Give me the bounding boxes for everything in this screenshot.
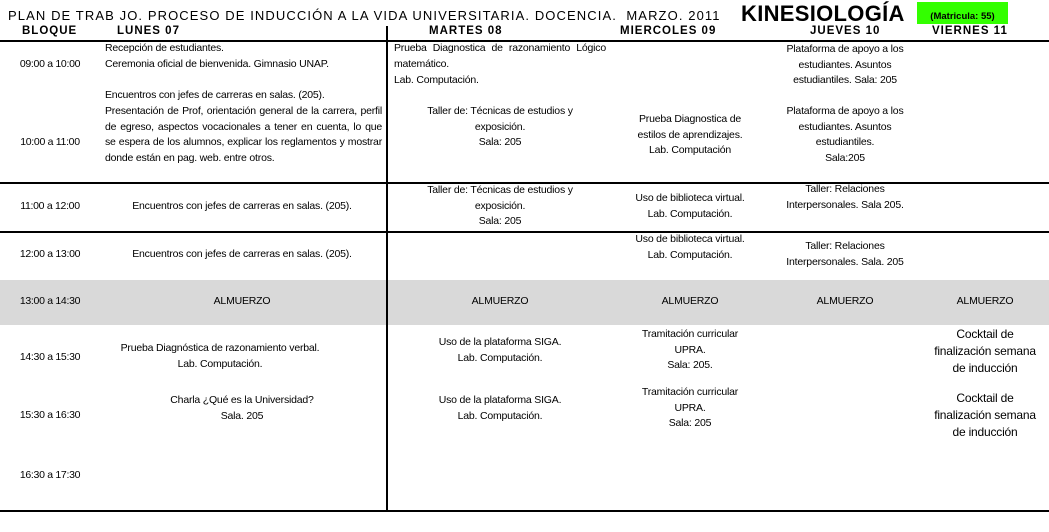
header-jueves: JUEVES 10 — [810, 25, 881, 37]
time-slot: 15:30 a 16:30 — [19, 409, 81, 421]
jueves-activity: Taller: Relaciones Interpersonales. Sala… — [786, 240, 904, 268]
enrollment-badge: (Matricula: 55) — [917, 2, 1008, 24]
time-slot: 13:00 a 14:30 — [19, 295, 81, 307]
miercoles-activity: Prueba Diagnostica de estilos de aprendi… — [637, 113, 743, 157]
column-divider — [386, 26, 388, 512]
martes-activity: Uso de la plataforma SIGA. Lab. Computac… — [438, 336, 562, 364]
jueves-activity: Taller: Relaciones Interpersonales. Sala… — [786, 183, 904, 211]
lunes-lunch: ALMUERZO — [213, 295, 271, 307]
time-slot: 11:00 a 12:00 — [20, 200, 80, 212]
divider — [0, 40, 1049, 42]
martes-lunch: ALMUERZO — [471, 295, 529, 307]
document-title: PLAN DE TRAB JO. PROCESO DE INDUCCIÓN A … — [8, 8, 721, 23]
career-name: KINESIOLOGÍA — [741, 1, 905, 26]
time-slot: 10:00 a 11:00 — [20, 136, 80, 148]
lunes-activity: Charla ¿Qué es la Universidad? Sala. 205 — [170, 394, 314, 422]
miercoles-activity: Tramitación curricular UPRA. Sala: 205. — [641, 328, 739, 372]
lunes-activity: Encuentros con jefes de carreras en sala… — [105, 89, 325, 101]
jueves-activity: Plataforma de apoyo a los estudiantes. A… — [786, 105, 904, 165]
viernes-activity: Cocktail de finalización semana de induc… — [934, 327, 1036, 375]
time-slot: 16:30 a 17:30 — [19, 469, 81, 481]
header-viernes: VIERNES 11 — [932, 25, 1008, 37]
martes-activity: Lab. Computación. — [394, 74, 479, 86]
miercoles-activity: Uso de biblioteca virtual. Lab. Computac… — [635, 192, 745, 220]
lunes-activity: Presentación de Prof, orientación genera… — [105, 105, 382, 165]
martes-activity: Prueba Diagnostica de razonamiento Lógic… — [394, 42, 606, 70]
time-slot: 09:00 a 10:00 — [19, 58, 81, 70]
martes-activity: Taller de: Técnicas de estudios y exposi… — [427, 105, 573, 149]
miercoles-activity: Uso de biblioteca virtual. Lab. Computac… — [635, 233, 745, 261]
header-miercoles: MIERCOLES 09 — [620, 25, 717, 37]
divider — [0, 510, 1049, 512]
time-slot: 12:00 a 13:00 — [19, 248, 81, 260]
lunes-activity: Recepción de estudiantes. Ceremonia ofic… — [105, 42, 329, 70]
jueves-activity: Plataforma de apoyo a los estudiantes. A… — [786, 43, 904, 87]
divider — [0, 182, 1049, 184]
lunes-activity: Prueba Diagnóstica de razonamiento verba… — [120, 342, 320, 370]
header-bloque: BLOQUE — [22, 25, 78, 37]
time-slot: 14:30 a 15:30 — [19, 351, 81, 363]
viernes-activity: Cocktail de finalización semana de induc… — [934, 391, 1036, 439]
lunes-activity: Encuentros con jefes de carreras en sala… — [132, 200, 352, 212]
lunch-band — [0, 280, 1049, 325]
jueves-lunch: ALMUERZO — [816, 295, 874, 307]
martes-activity: Taller de: Técnicas de estudios y exposi… — [427, 184, 573, 228]
divider — [0, 231, 1049, 233]
header-martes: MARTES 08 — [429, 25, 503, 37]
viernes-lunch: ALMUERZO — [956, 295, 1014, 307]
miercoles-lunch: ALMUERZO — [661, 295, 719, 307]
miercoles-activity: Tramitación curricular UPRA. Sala: 205 — [641, 386, 739, 430]
lunes-activity: Encuentros con jefes de carreras en sala… — [132, 248, 352, 260]
martes-activity: Uso de la plataforma SIGA. Lab. Computac… — [438, 394, 562, 422]
header-lunes: LUNES 07 — [117, 25, 180, 37]
